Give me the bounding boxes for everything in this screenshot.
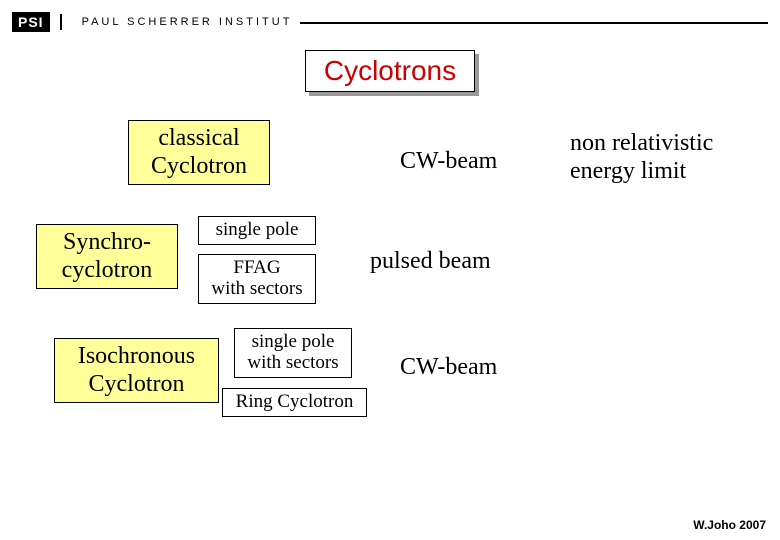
box-single-pole: single pole	[198, 216, 316, 245]
box-isochronous-cyclotron: Isochronous Cyclotron	[54, 338, 219, 403]
title-container: Cyclotrons	[0, 50, 780, 92]
psi-logo: PSI PAUL SCHERRER INSTITUT	[12, 12, 292, 32]
box-ring-cyclotron: Ring Cyclotron	[222, 388, 367, 417]
box-synchrocyclotron: Synchro- cyclotron	[36, 224, 178, 289]
title-shadow: Cyclotrons	[305, 50, 475, 92]
footer-attribution: W.Joho 2007	[693, 518, 766, 532]
label-pulsed-beam: pulsed beam	[370, 248, 491, 276]
box-classical-cyclotron: classical Cyclotron	[128, 120, 270, 185]
slide-title: Cyclotrons	[305, 50, 475, 92]
institute-name: PAUL SCHERRER INSTITUT	[82, 16, 293, 28]
label-non-relativistic: non relativistic energy limit	[570, 130, 713, 185]
label-cw-beam-2: CW-beam	[400, 354, 497, 382]
header-rule	[300, 22, 768, 24]
logo-mark: PSI	[12, 12, 50, 32]
box-single-pole-sectors: single pole with sectors	[234, 328, 352, 378]
box-ffag-sectors: FFAG with sectors	[198, 254, 316, 304]
header-bar: PSI PAUL SCHERRER INSTITUT	[12, 8, 768, 36]
label-cw-beam-1: CW-beam	[400, 148, 497, 176]
logo-divider	[60, 14, 62, 30]
